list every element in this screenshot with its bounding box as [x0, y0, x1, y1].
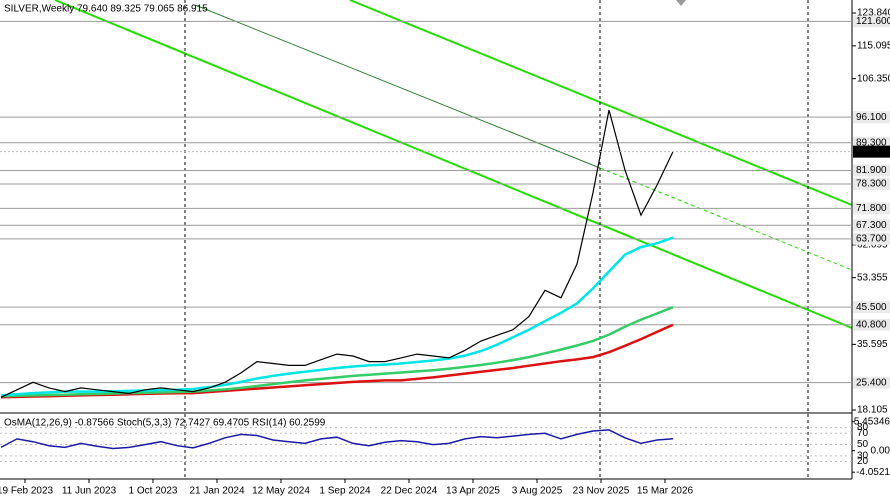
level-label: 96.100 [856, 112, 887, 123]
level-label: 25.400 [856, 377, 887, 388]
level-label: 45.500 [856, 302, 887, 313]
level-label-box [853, 219, 890, 232]
indicator-y2-tick-label: -4.0521 [856, 467, 890, 478]
x-tick-label: 15 Mar 2026 [637, 486, 694, 497]
level-label: 121.600 [856, 16, 890, 27]
trend-line [54, 0, 853, 329]
x-tick-label: 1 Oct 2023 [129, 486, 178, 497]
chart-title: SILVER,Weekly 79.640 89.325 79.065 86.91… [4, 4, 208, 15]
y-tick-label: 35.595 [857, 339, 888, 350]
y-tick-label: 106.350 [857, 73, 890, 84]
level-label: 40.800 [856, 319, 887, 330]
level-label: 63.700 [856, 233, 887, 244]
level-label-box [853, 164, 890, 177]
y-tick-label: 115.095 [857, 40, 890, 51]
level-label-box [853, 318, 890, 331]
x-tick-label: 1 Sep 2024 [319, 486, 371, 497]
y-tick-label: 18.105 [857, 405, 888, 416]
level-label: 81.900 [856, 165, 887, 176]
indicator-tick-label: 20 [857, 456, 869, 467]
x-tick-label: 12 May 2024 [252, 486, 310, 497]
x-tick-label: 11 Jun 2023 [62, 486, 117, 497]
indicator-tick-label: 70 [857, 428, 869, 439]
y-tick-label: 62.095 [857, 239, 888, 250]
indicator-y2-tick-label: 5.45346 [854, 416, 890, 427]
x-tick-label: 3 Aug 2025 [512, 486, 563, 497]
y-tick-label: 123.840 [857, 8, 890, 19]
trend-line [194, 4, 601, 169]
x-tick-label: 22 Dec 2024 [381, 486, 438, 497]
x-tick-label: 23 Nov 2025 [573, 486, 630, 497]
price-line [0, 109, 674, 398]
level-label: 89.300 [856, 137, 887, 148]
indicator-y2-tick-label: 0.00 [871, 445, 890, 456]
indicator-tick-label: 30 [857, 450, 869, 461]
level-label-box [853, 111, 890, 124]
trend-line [599, 167, 853, 271]
level-label-box [853, 376, 890, 389]
current-price-box [853, 145, 890, 158]
y-tick-label: 53.355 [857, 272, 888, 283]
x-tick-label: 19 Feb 2023 [0, 486, 54, 497]
x-tick-label: 21 Jan 2024 [189, 486, 244, 497]
indicator-tick-label: 80 [857, 422, 869, 433]
level-label: 71.800 [856, 203, 887, 214]
level-label-box [853, 177, 890, 190]
x-tick-label: 13 Apr 2025 [446, 486, 500, 497]
level-label: 78.300 [856, 179, 887, 190]
level-label: 67.300 [856, 220, 887, 231]
level-label-box [853, 15, 890, 28]
indicator-header: OsMA(12,26,9) -0.87566 Stoch(5,3,3) 72.7… [4, 418, 326, 429]
price-line [0, 306, 674, 398]
scroll-marker [676, 0, 686, 6]
level-label-box [853, 232, 890, 245]
indicator-tick-label: 50 [857, 439, 869, 450]
current-price-label: 86.915 [856, 146, 887, 157]
rsi-line [0, 429, 674, 450]
level-label-box [853, 202, 890, 215]
separators [0, 0, 853, 480]
level-label-box [853, 301, 890, 314]
